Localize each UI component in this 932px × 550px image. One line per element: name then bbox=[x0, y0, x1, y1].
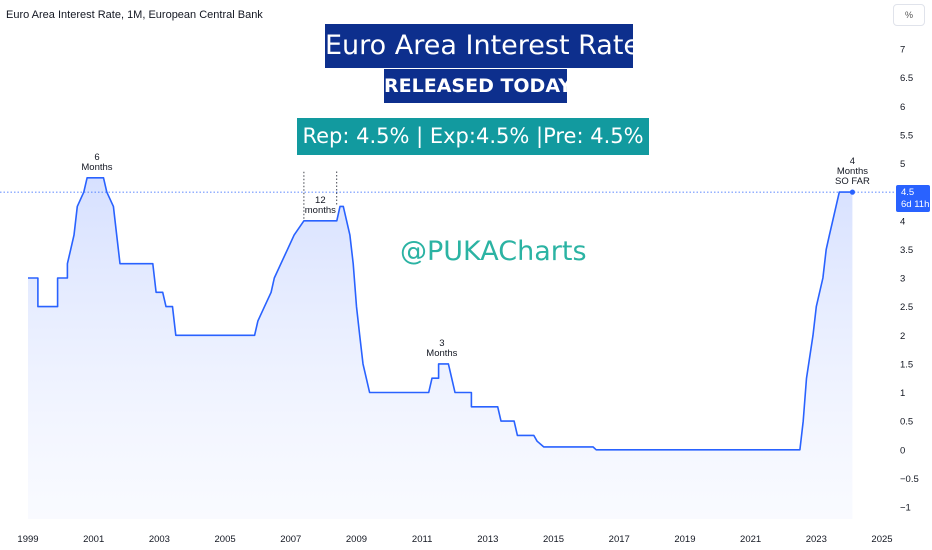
x-tick-label: 2025 bbox=[871, 534, 892, 545]
y-tick-label: 6 bbox=[900, 102, 905, 113]
x-tick-label: 2013 bbox=[477, 534, 498, 545]
annotation-label: 3 bbox=[439, 338, 444, 349]
y-tick-label: −0.5 bbox=[900, 474, 919, 485]
y-tick-label: 1 bbox=[900, 388, 905, 399]
symbol-title[interactable]: Euro Area Interest Rate, 1M, European Ce… bbox=[6, 9, 263, 21]
x-tick-label: 2009 bbox=[346, 534, 367, 545]
rate-area-fill bbox=[28, 177, 853, 520]
y-tick-label: 3.5 bbox=[900, 245, 913, 256]
rate-stats-banner: Rep: 4.5% | Exp:4.5% |Pre: 4.5% bbox=[297, 118, 649, 155]
y-tick-label: 5.5 bbox=[900, 130, 913, 141]
annotation-label: Months bbox=[837, 166, 868, 177]
chart-title-banner: Euro Area Interest Rate bbox=[325, 24, 640, 68]
watermark: @PUKACharts bbox=[400, 236, 587, 267]
last-value-tag[interactable]: 4.5 6d 11h bbox=[896, 185, 930, 212]
y-tick-label: 2.5 bbox=[900, 302, 913, 313]
y-tick-label: 7 bbox=[900, 45, 905, 56]
x-tick-label: 2005 bbox=[215, 534, 236, 545]
x-tick-label: 2011 bbox=[412, 534, 432, 545]
x-tick-label: 2007 bbox=[280, 534, 301, 545]
y-tick-label: 0 bbox=[900, 445, 905, 456]
x-tick-label: 2023 bbox=[806, 534, 827, 545]
y-tick-label: 3 bbox=[900, 274, 905, 285]
y-tick-label: 6.5 bbox=[900, 73, 913, 84]
annotation-label: 12 bbox=[315, 195, 326, 206]
y-tick-label: 4 bbox=[900, 216, 905, 227]
x-tick-label: 2015 bbox=[543, 534, 564, 545]
y-tick-label: 1.5 bbox=[900, 359, 913, 370]
bar-countdown: 6d 11h bbox=[901, 199, 930, 210]
annotation-label: 6 bbox=[94, 152, 99, 163]
annotation-label: SO FAR bbox=[835, 176, 870, 187]
x-tick-label: 2017 bbox=[609, 534, 630, 545]
x-tick-label: 2019 bbox=[674, 534, 695, 545]
x-tick-label: 2003 bbox=[149, 534, 170, 545]
last-value: 4.5 bbox=[901, 187, 915, 198]
released-today-banner: RELEASED TODAY bbox=[384, 69, 572, 103]
y-tick-label: −1 bbox=[900, 503, 911, 514]
annotation-label: 4 bbox=[850, 156, 855, 167]
last-point bbox=[849, 189, 856, 195]
x-tick-label: 1999 bbox=[17, 534, 38, 545]
y-tick-label: 5 bbox=[900, 159, 905, 170]
annotation-label: months bbox=[305, 205, 336, 216]
y-tick-label: 0.5 bbox=[900, 417, 913, 428]
x-tick-label: 2001 bbox=[83, 534, 104, 545]
annotation-label: Months bbox=[81, 162, 112, 173]
x-tick-label: 2021 bbox=[740, 534, 761, 545]
rate-line bbox=[28, 177, 853, 451]
annotation-label: Months bbox=[426, 348, 457, 359]
scale-percent-button[interactable]: % bbox=[893, 4, 925, 26]
y-tick-label: 2 bbox=[900, 331, 905, 342]
